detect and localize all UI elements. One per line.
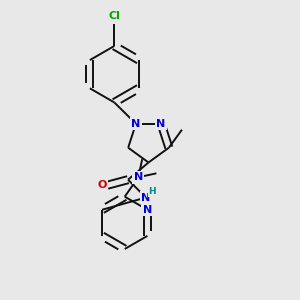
Text: H: H xyxy=(148,187,156,196)
Text: N: N xyxy=(143,205,152,215)
Text: N: N xyxy=(134,172,143,182)
Text: N: N xyxy=(131,119,141,129)
Text: N: N xyxy=(141,193,151,202)
Text: Cl: Cl xyxy=(108,11,120,21)
Text: N: N xyxy=(157,119,166,129)
Text: O: O xyxy=(97,180,107,190)
